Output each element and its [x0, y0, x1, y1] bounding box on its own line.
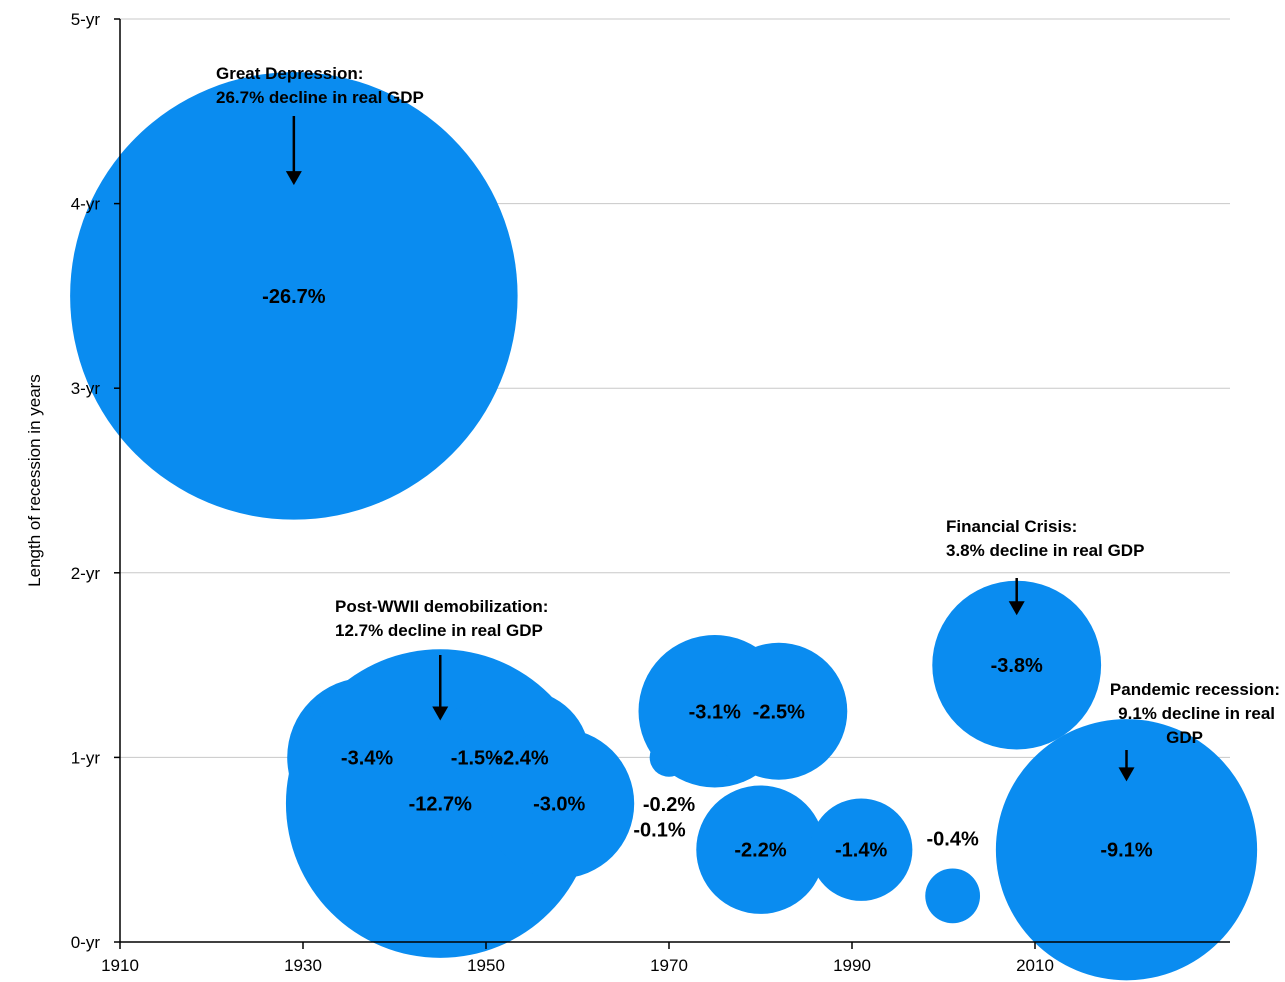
x-tick-label: 2010: [1016, 956, 1054, 975]
annotation-text: GDP: [1166, 728, 1203, 747]
data-label: -1.4%: [835, 840, 887, 862]
x-tick-label: 1910: [101, 956, 139, 975]
x-tick-label: 1990: [833, 956, 871, 975]
y-tick-label: 2-yr: [71, 564, 101, 583]
data-label: -2.5%: [753, 701, 805, 723]
bubble: [710, 642, 848, 780]
annotation-text: Pandemic recession:: [1110, 680, 1280, 699]
data-label: -2.4%: [496, 747, 548, 769]
bubble: [932, 580, 1102, 750]
data-label: -0.4%: [927, 828, 979, 850]
annotation-text: 26.7% decline in real GDP: [216, 88, 424, 107]
bubble: [809, 798, 913, 901]
data-labels: -26.7% -3.4% -12.7% -1.5%-2.4% -3.0% -0.1% -0.…: [262, 286, 1153, 862]
annotation-arrowhead: [285, 171, 302, 186]
bubbles: [70, 72, 1258, 981]
annotations: Great Depression: 26.7% decline in real G…: [216, 64, 1280, 782]
bubble: [484, 728, 635, 879]
data-label: -3.1%: [689, 701, 741, 723]
data-label: -3.0%: [533, 794, 585, 816]
y-axis-title: Length of recession in years: [25, 374, 44, 587]
data-label: -3.4%: [341, 747, 393, 769]
y-tick-label: 3-yr: [71, 379, 101, 398]
annotation-arrowhead: [432, 706, 449, 721]
data-label: -0.1%: [633, 819, 685, 841]
data-label: -3.8%: [991, 655, 1043, 677]
x-tick-label: 1930: [284, 956, 322, 975]
x-tick-label: 1950: [467, 956, 505, 975]
y-tick-label: 4-yr: [71, 195, 101, 214]
bubble: [70, 72, 518, 520]
y-tick-label: 0-yr: [71, 933, 101, 952]
annotation-arrowhead: [1008, 601, 1025, 616]
bubble: [925, 868, 981, 924]
annotation-arrowhead: [1118, 767, 1135, 782]
bubble: [995, 719, 1258, 981]
annotation-text: Great Depression:: [216, 64, 363, 83]
y-tick-label: 5-yr: [71, 10, 101, 29]
data-label: -12.7%: [409, 794, 473, 816]
x-tick-label: 1970: [650, 956, 688, 975]
bubble: [563, 775, 592, 803]
annotation-text: 12.7% decline in real GDP: [335, 621, 543, 640]
data-label: -9.1%: [1100, 840, 1152, 862]
axes: 0-yr 1-yr 2-yr 3-yr 4-yr 5-yr 1910 1930 1950 1970…: [25, 10, 1230, 975]
data-label: -0.2%: [643, 794, 695, 816]
data-label: -1.5%: [451, 747, 503, 769]
annotation-text: Post-WWII demobilization:: [335, 597, 548, 616]
y-tick-label: 1-yr: [71, 748, 101, 767]
annotation-text: 9.1% decline in real: [1118, 704, 1275, 723]
data-label: -26.7%: [262, 286, 326, 308]
annotation-text: 3.8% decline in real GDP: [946, 541, 1144, 560]
annotation-text: Financial Crisis:: [946, 517, 1077, 536]
bubble: [696, 785, 825, 914]
data-label: -2.2%: [734, 840, 786, 862]
